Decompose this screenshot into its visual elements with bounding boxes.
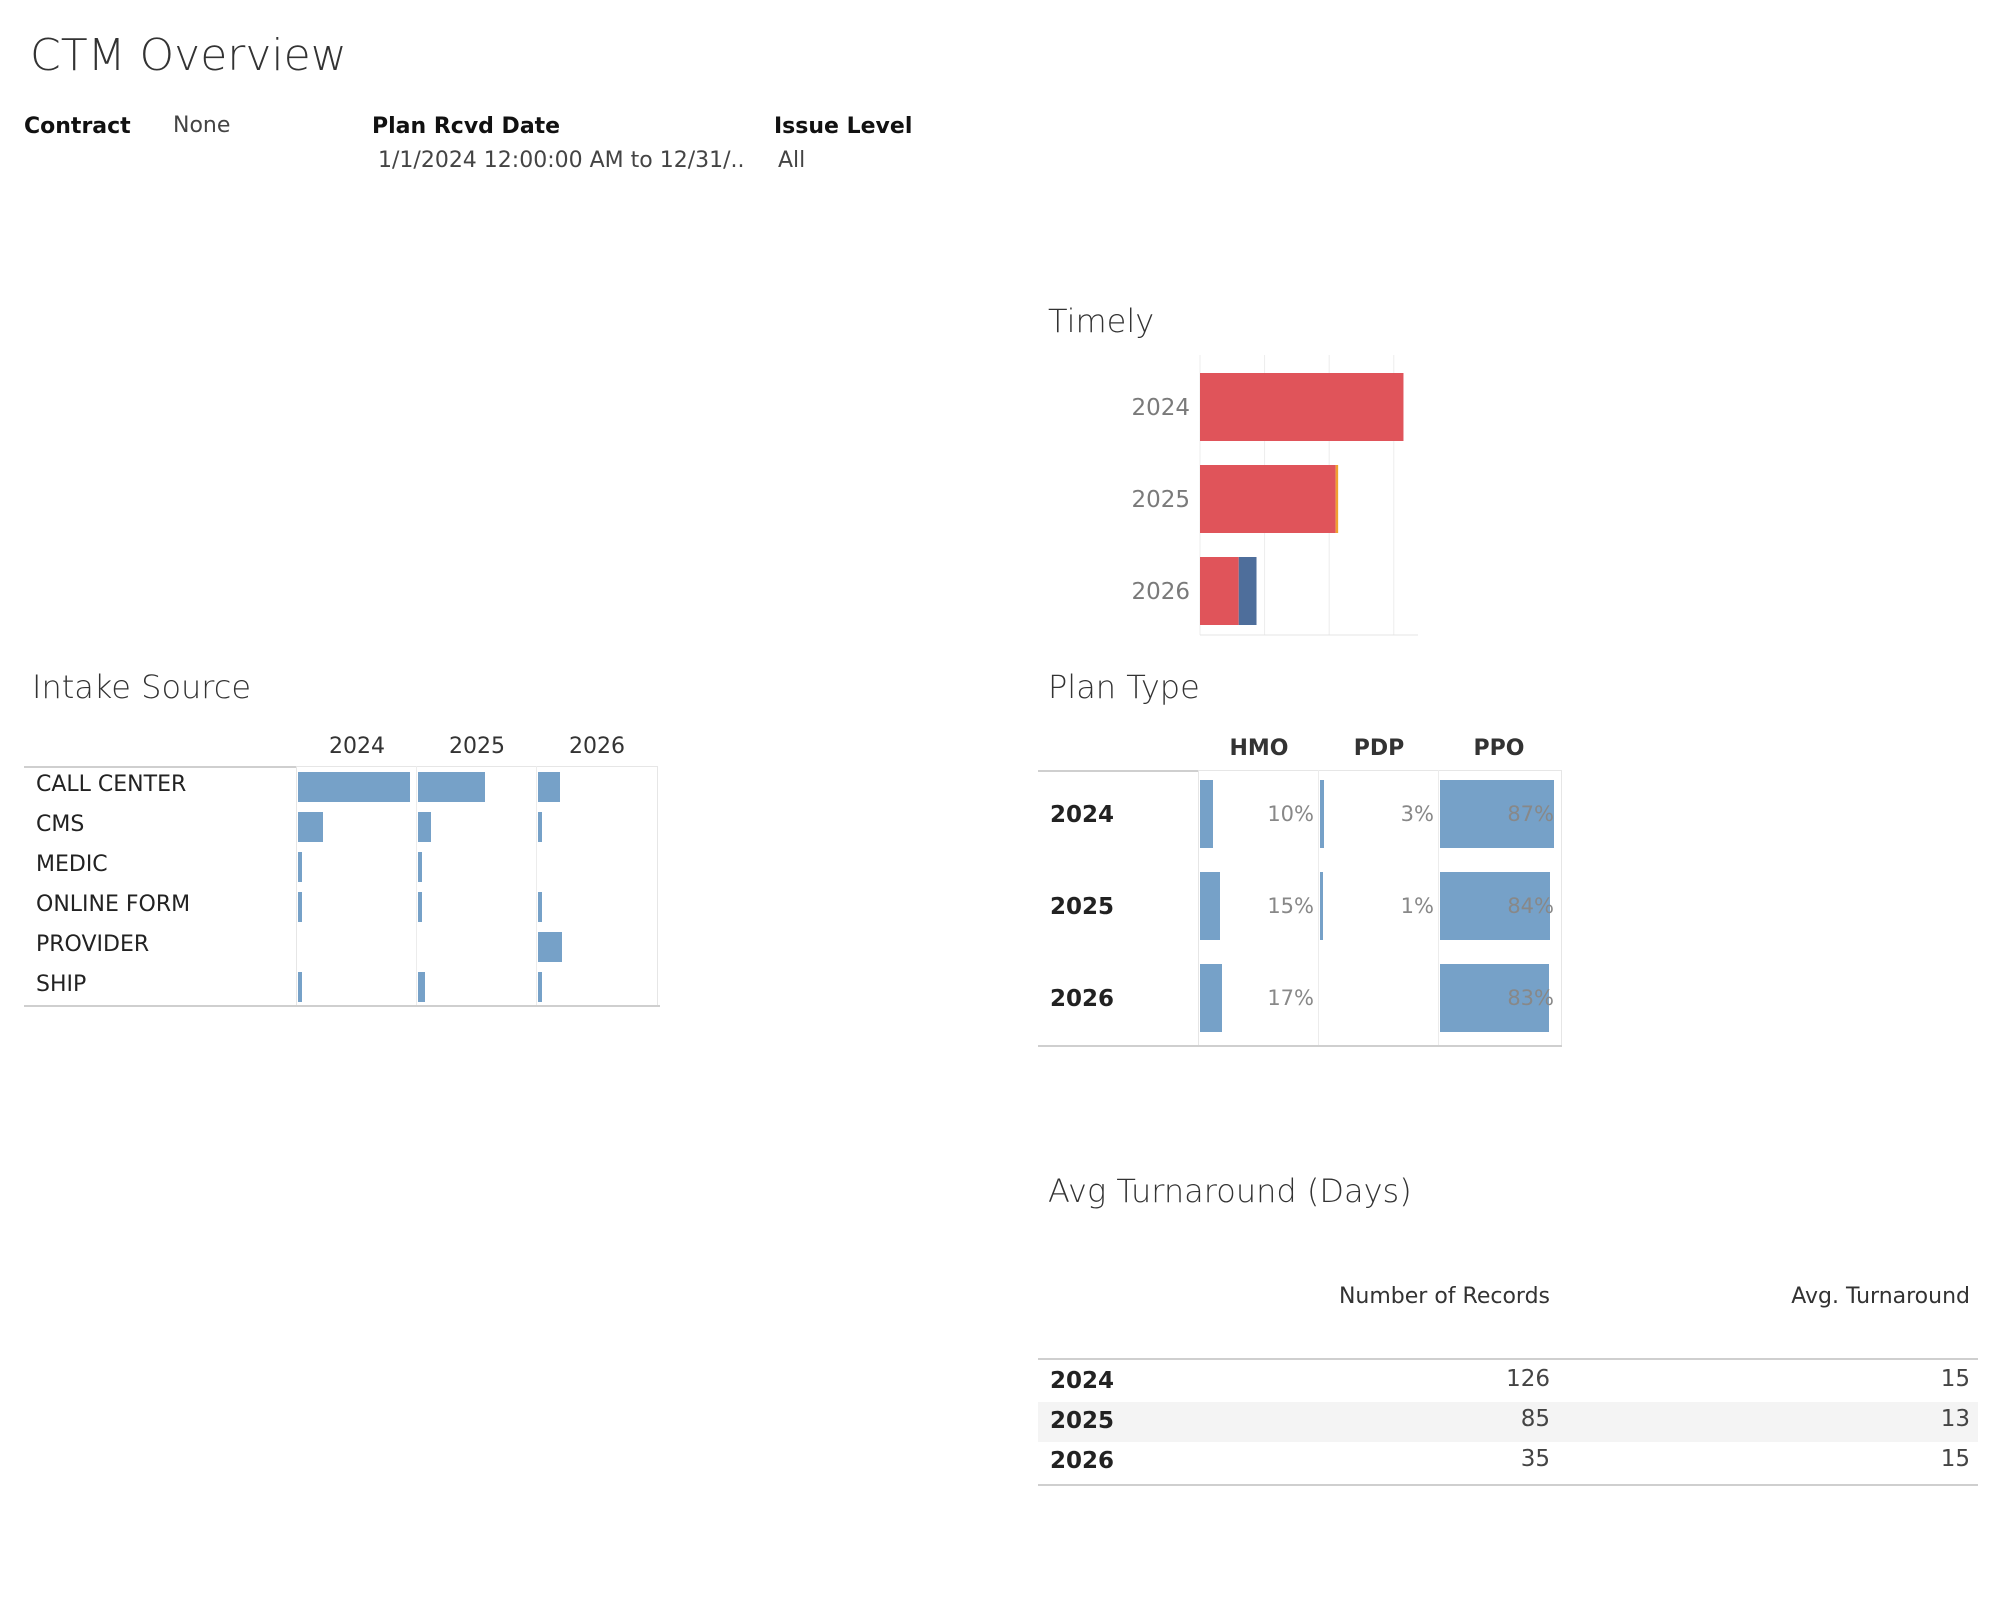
intake-panel-frame — [296, 766, 658, 1006]
intake-category-label: SHIP — [36, 972, 87, 997]
intake-bottom-axis — [24, 1005, 660, 1007]
plan-type-data-label: 10% — [1267, 802, 1314, 826]
turnaround-bottom-line — [1038, 1484, 1978, 1486]
intake-category-label: CALL CENTER — [36, 772, 187, 797]
plan-type-panel-header: HMO — [1229, 736, 1289, 761]
intake-bar — [418, 812, 432, 842]
turnaround-avg-value: 15 — [1940, 1446, 1970, 1472]
intake-bar — [298, 972, 303, 1002]
turnaround-col-header: Number of Records — [1338, 1284, 1550, 1309]
timely-bar-other — [1335, 465, 1339, 533]
intake-bar — [298, 772, 410, 802]
intake-category-label: MEDIC — [36, 852, 108, 877]
turnaround-avg-value: 13 — [1940, 1406, 1970, 1432]
plan-type-panel-header: PDP — [1353, 736, 1405, 761]
timely-year-label: 2024 — [1131, 395, 1190, 421]
contract-filter-label: Contract — [24, 114, 131, 139]
intake-bar — [298, 852, 302, 882]
intake-header-divider — [24, 766, 296, 768]
plan-type-data-label: 15% — [1267, 894, 1314, 918]
plan-type-data-label: 3% — [1400, 802, 1434, 826]
plan-type-bar — [1320, 780, 1324, 848]
plan-type-bar — [1200, 780, 1214, 848]
plan-type-data-label: 1% — [1400, 894, 1434, 918]
timely-bar-timely — [1238, 557, 1257, 625]
plan-type-bar — [1320, 872, 1323, 940]
plan-type-data-label: 84% — [1507, 894, 1554, 918]
plan-type-panel-separator — [1438, 770, 1439, 1046]
plan-type-year-label: 2026 — [1050, 986, 1115, 1012]
issue-level-filter-value[interactable]: All — [778, 148, 806, 173]
plan-type-bar — [1200, 872, 1220, 940]
intake-panel-header: 2024 — [329, 734, 385, 759]
intake-category-label: ONLINE FORM — [36, 892, 191, 917]
plan-type-panel-frame — [1198, 770, 1562, 1046]
plan-rcvd-date-filter-label: Plan Rcvd Date — [372, 114, 561, 139]
timely-title: Timely — [1048, 302, 1155, 340]
avg-turnaround-table: Number of Records Avg. Turnaround 2024 126 1… — [1038, 1284, 1978, 1486]
turnaround-row-shade — [1038, 1402, 1978, 1442]
page-title: CTM Overview — [30, 30, 347, 81]
intake-bar — [418, 772, 486, 802]
intake-bar — [538, 932, 562, 962]
intake-bar — [298, 892, 302, 922]
plan-type-title: Plan Type — [1048, 668, 1200, 706]
turnaround-avg-value: 15 — [1940, 1366, 1970, 1392]
intake-category-label: PROVIDER — [36, 932, 150, 957]
intake-category-label: CMS — [36, 812, 85, 837]
turnaround-year-label: 2025 — [1050, 1408, 1115, 1434]
intake-bar — [418, 852, 422, 882]
intake-bar — [538, 972, 542, 1002]
turnaround-year-label: 2026 — [1050, 1448, 1115, 1474]
avg-turnaround-title: Avg Turnaround (Days) — [1048, 1172, 1412, 1210]
plan-rcvd-date-filter-value[interactable]: 1/1/2024 12:00:00 AM to 12/31/.. — [378, 148, 745, 173]
intake-source-chart: 2024 2025 2026 CALL CENTER CMS MEDIC ONLINE FO… — [0, 0, 700, 1100]
intake-bar — [298, 812, 323, 842]
plan-type-bar — [1200, 964, 1223, 1032]
intake-panel-header: 2026 — [569, 734, 625, 759]
intake-panel-header: 2025 — [449, 734, 505, 759]
plan-type-bottom-axis — [1038, 1045, 1562, 1047]
turnaround-header-divider — [1038, 1358, 1978, 1360]
intake-source-title: Intake Source — [32, 668, 252, 706]
issue-level-filter-label: Issue Level — [774, 114, 913, 139]
intake-bar — [538, 812, 542, 842]
plan-type-year-label: 2024 — [1050, 802, 1115, 828]
timely-chart: 2024 2025 2026 — [1131, 355, 1418, 636]
plan-type-chart: HMO PDP PPO 2024 2025 2026 10% 3% 87% 15% 1% 84% 17%… — [1038, 736, 1562, 1047]
intake-panel-separator — [416, 766, 417, 1006]
plan-type-panel-separator — [1318, 770, 1319, 1046]
turnaround-records-value: 35 — [1520, 1446, 1550, 1472]
intake-bar — [538, 772, 561, 802]
timely-year-label: 2025 — [1131, 487, 1190, 513]
intake-bar — [538, 892, 542, 922]
timely-year-label: 2026 — [1131, 579, 1190, 605]
plan-type-bar — [1440, 872, 1551, 940]
plan-type-bar — [1440, 964, 1549, 1032]
plan-type-year-label: 2025 — [1050, 894, 1115, 920]
plan-type-header-divider — [1038, 770, 1198, 772]
plan-type-data-label: 83% — [1507, 986, 1554, 1010]
plan-type-data-label: 17% — [1267, 986, 1314, 1010]
turnaround-records-value: 126 — [1506, 1366, 1550, 1392]
turnaround-records-value: 85 — [1520, 1406, 1550, 1432]
intake-bar — [418, 972, 425, 1002]
plan-type-data-label: 87% — [1507, 802, 1554, 826]
intake-panel-separator — [536, 766, 537, 1006]
plan-type-bar — [1440, 780, 1554, 848]
plan-type-panel-header: PPO — [1473, 736, 1525, 761]
contract-filter-value[interactable]: None — [173, 113, 231, 138]
timely-bar-not-timely — [1200, 465, 1336, 533]
timely-bar-not-timely — [1200, 373, 1404, 441]
intake-bar — [418, 892, 422, 922]
timely-bar-not-timely — [1200, 557, 1239, 625]
turnaround-year-label: 2024 — [1050, 1368, 1115, 1394]
turnaround-col-header: Avg. Turnaround — [1791, 1284, 1970, 1309]
